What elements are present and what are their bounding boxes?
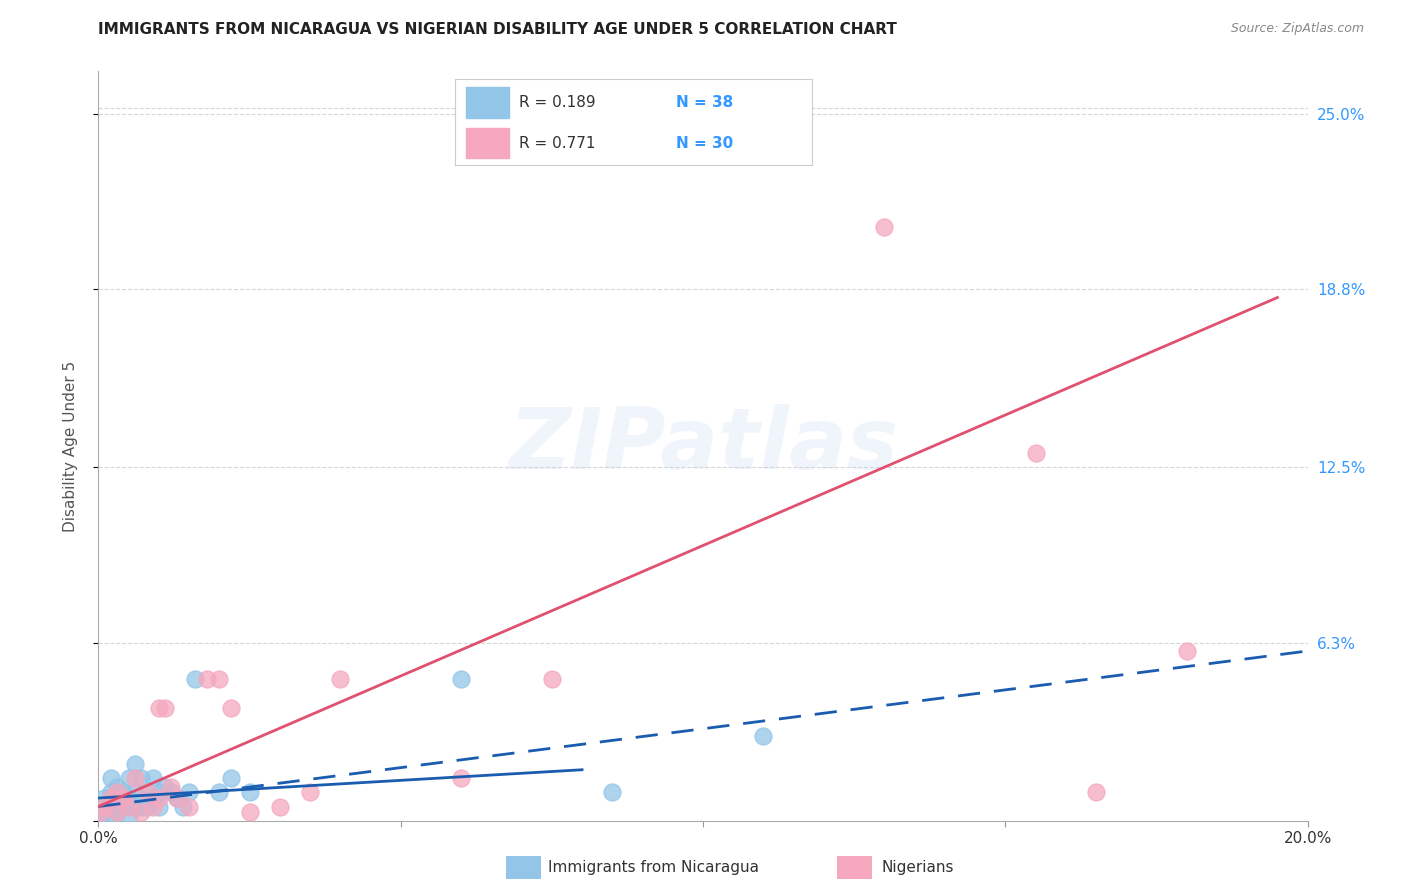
- Point: [93, 799, 115, 814]
- Point: [118, 791, 141, 805]
- Point: [124, 799, 146, 814]
- Point: [179, 785, 201, 799]
- Point: [124, 771, 146, 785]
- Point: [221, 700, 243, 714]
- Point: [100, 791, 122, 805]
- Point: [208, 673, 231, 687]
- Point: [105, 805, 128, 819]
- Point: [299, 785, 322, 799]
- Point: [142, 799, 165, 814]
- Point: [160, 785, 183, 799]
- Point: [93, 791, 115, 805]
- Point: [160, 780, 183, 794]
- Point: [450, 771, 472, 785]
- Point: [135, 799, 157, 814]
- Point: [148, 700, 170, 714]
- Point: [153, 780, 176, 794]
- Point: [179, 799, 201, 814]
- Point: [269, 799, 291, 814]
- Point: [100, 785, 122, 799]
- Point: [148, 791, 170, 805]
- Point: [118, 799, 141, 814]
- Point: [329, 673, 352, 687]
- Text: Immigrants from Nicaragua: Immigrants from Nicaragua: [548, 860, 759, 874]
- Point: [105, 785, 128, 799]
- Point: [118, 771, 141, 785]
- Point: [1085, 785, 1108, 799]
- Point: [184, 673, 207, 687]
- Point: [135, 785, 157, 799]
- Point: [873, 219, 896, 234]
- Point: [142, 771, 165, 785]
- Text: Nigerians: Nigerians: [882, 860, 955, 874]
- Text: IMMIGRANTS FROM NICARAGUA VS NIGERIAN DISABILITY AGE UNDER 5 CORRELATION CHART: IMMIGRANTS FROM NICARAGUA VS NIGERIAN DI…: [98, 22, 897, 37]
- Point: [100, 808, 122, 822]
- Point: [239, 785, 262, 799]
- Point: [105, 805, 128, 819]
- Point: [111, 799, 134, 814]
- Text: ZIPatlas: ZIPatlas: [508, 404, 898, 488]
- Point: [90, 808, 112, 822]
- Point: [172, 799, 194, 814]
- Point: [752, 729, 775, 743]
- Point: [602, 785, 624, 799]
- Point: [124, 785, 146, 799]
- Text: Source: ZipAtlas.com: Source: ZipAtlas.com: [1230, 22, 1364, 36]
- Point: [105, 780, 128, 794]
- Point: [129, 799, 152, 814]
- Point: [239, 805, 262, 819]
- Point: [90, 805, 112, 819]
- Point: [100, 771, 122, 785]
- Point: [166, 791, 188, 805]
- Point: [195, 673, 218, 687]
- Point: [118, 808, 141, 822]
- Point: [148, 799, 170, 814]
- Point: [124, 757, 146, 772]
- Y-axis label: Disability Age Under 5: Disability Age Under 5: [63, 360, 77, 532]
- Point: [1175, 644, 1198, 658]
- Point: [111, 791, 134, 805]
- Point: [208, 785, 231, 799]
- Point: [135, 785, 157, 799]
- Point: [105, 791, 128, 805]
- Point: [129, 771, 152, 785]
- Point: [142, 791, 165, 805]
- Point: [450, 673, 472, 687]
- Point: [129, 805, 152, 819]
- Point: [540, 673, 562, 687]
- Point: [221, 771, 243, 785]
- Point: [93, 805, 115, 819]
- Point: [166, 791, 188, 805]
- Point: [1024, 446, 1046, 460]
- Point: [96, 799, 118, 814]
- Point: [111, 785, 134, 799]
- Point: [153, 700, 176, 714]
- Point: [148, 785, 170, 799]
